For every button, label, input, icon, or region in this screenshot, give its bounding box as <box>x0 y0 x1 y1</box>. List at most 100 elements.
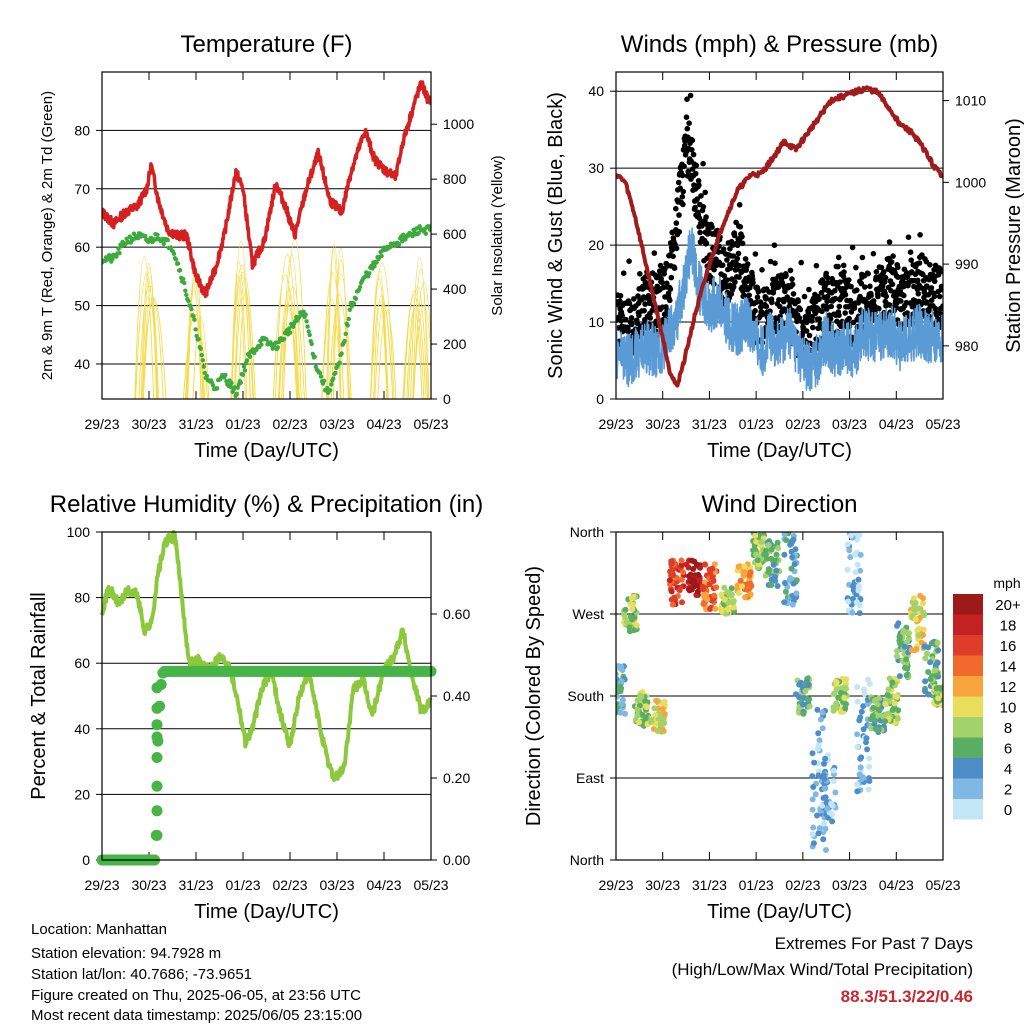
direction-point <box>688 586 695 593</box>
legend-label: 2 <box>1004 782 1012 799</box>
direction-point <box>616 686 620 693</box>
direction-point <box>915 632 922 639</box>
x-tick-label: 05/23 <box>413 416 448 432</box>
dewpoint-point <box>291 324 296 329</box>
x-tick-label: 30/23 <box>645 877 680 893</box>
gust-point <box>637 271 643 277</box>
gust-point <box>875 293 881 300</box>
gust-point <box>840 273 847 280</box>
direction-point <box>856 532 863 538</box>
x-tick-label: 04/23 <box>366 877 401 893</box>
direction-point <box>810 824 817 831</box>
direction-point <box>699 586 706 593</box>
direction-point <box>894 715 901 722</box>
direction-point <box>768 576 775 583</box>
gust-point <box>617 292 624 299</box>
direction-point <box>819 802 826 809</box>
y-tick-label: East <box>576 770 604 786</box>
gust-point <box>739 240 746 247</box>
direction-point <box>713 584 720 591</box>
gust-point <box>715 249 722 255</box>
gust-point <box>824 274 831 281</box>
gust-point <box>883 293 889 300</box>
gust-point <box>836 303 843 310</box>
direction-point <box>885 686 892 693</box>
gust-point <box>684 96 690 102</box>
direction-point <box>884 691 891 698</box>
dewpoint-point <box>171 251 177 256</box>
dewpoint-point <box>306 329 311 334</box>
direction-point <box>903 656 910 663</box>
direction-point <box>869 712 876 719</box>
direction-point <box>852 569 859 576</box>
dewpoint-point <box>276 339 281 345</box>
direction-point <box>876 707 883 714</box>
precip-point <box>151 702 163 714</box>
gust-point <box>692 204 698 211</box>
dewpoint-point <box>192 317 197 322</box>
dewpoint-point <box>202 370 207 376</box>
gust-point <box>702 189 708 196</box>
direction-point <box>854 561 861 568</box>
direction-point <box>871 717 878 724</box>
y2-axis-label: Solar Insolation (Yellow) <box>489 155 506 315</box>
direction-point <box>678 576 685 583</box>
gust-point <box>936 293 943 300</box>
direction-point <box>718 591 725 598</box>
direction-point <box>621 612 628 618</box>
direction-point <box>922 678 929 685</box>
gust-point <box>797 306 804 313</box>
x-axis-label: Time (Day/UTC) <box>194 901 339 923</box>
gust-point <box>767 258 774 265</box>
direction-point <box>856 602 863 609</box>
direction-point <box>874 701 881 708</box>
station-latlon: Station lat/lon: 40.7686; -73.9651 <box>31 966 253 983</box>
direction-point <box>629 616 635 623</box>
dewpoint-point <box>275 345 280 350</box>
direction-point <box>934 659 941 666</box>
direction-point <box>765 542 772 548</box>
y-tick-label: West <box>572 606 604 622</box>
gust-point <box>853 264 859 271</box>
direction-point <box>925 669 932 675</box>
gust-point <box>846 315 852 322</box>
legend-label: 6 <box>1004 741 1012 758</box>
direction-point <box>709 574 716 581</box>
precip-point <box>151 752 163 763</box>
direction-point <box>680 569 686 576</box>
gust-point <box>824 293 831 300</box>
direction-point <box>858 708 865 715</box>
x-tick-label: 01/23 <box>225 416 260 432</box>
direction-point <box>821 785 828 792</box>
y-tick-label: 10 <box>588 314 604 330</box>
direction-point <box>844 541 851 548</box>
direction-point <box>820 836 827 843</box>
direction-point <box>828 800 835 807</box>
direction-point <box>616 705 620 712</box>
precip-point <box>151 682 163 694</box>
direction-point <box>616 701 617 704</box>
direction-point <box>944 697 950 703</box>
dewpoint-point <box>193 327 198 332</box>
legend-swatch <box>953 655 983 676</box>
gust-point <box>835 263 841 270</box>
figure-created: Figure created on Thu, 2025-06-05, at 23… <box>31 987 361 1004</box>
direction-point <box>855 576 862 583</box>
y2-tick-label: 1000 <box>443 116 474 132</box>
gust-point <box>889 281 896 288</box>
legend-swatch <box>953 758 983 779</box>
gust-point <box>816 296 822 303</box>
insolation-peak <box>321 243 352 399</box>
y-tick-label: 80 <box>74 122 90 138</box>
speed-legend: mph 20+ 18 16 14 12 10 8 6 4 2 0 <box>953 575 1021 820</box>
panel-title: Temperature (F) <box>180 31 352 58</box>
direction-point <box>754 557 761 564</box>
y2-tick-label: 200 <box>443 336 467 352</box>
direction-point <box>842 679 849 686</box>
direction-point <box>634 706 641 713</box>
gust-point <box>679 172 686 179</box>
x-tick-label: 05/23 <box>925 877 960 893</box>
direction-point <box>774 539 781 546</box>
direction-point <box>630 593 637 600</box>
